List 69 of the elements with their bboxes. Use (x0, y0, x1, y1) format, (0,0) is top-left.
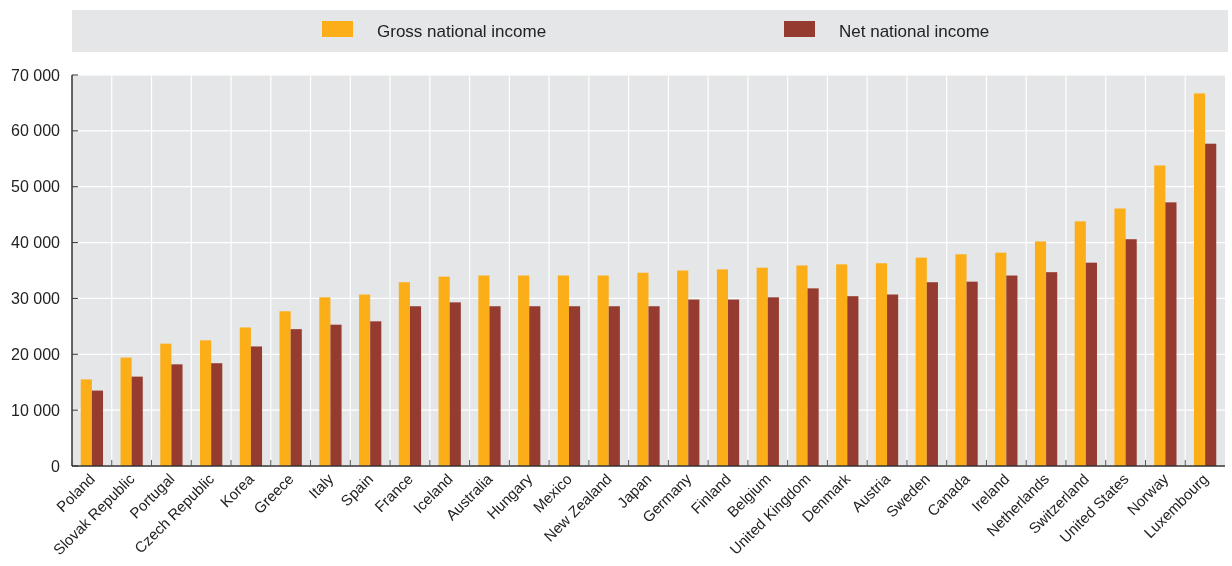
bar (716, 269, 729, 466)
bar (1085, 262, 1097, 466)
bar (836, 264, 848, 466)
bar (688, 299, 700, 466)
bar (409, 306, 422, 466)
bar (1154, 165, 1166, 466)
bar (597, 275, 609, 466)
bar (1006, 275, 1018, 466)
bar (887, 294, 899, 466)
bar (966, 281, 978, 466)
bar (489, 306, 501, 466)
bar (359, 294, 371, 466)
bar (1193, 93, 1206, 466)
bar (915, 257, 927, 466)
bar (200, 340, 212, 466)
y-tick-label: 60 000 (11, 122, 61, 140)
bar (1114, 208, 1126, 466)
bar (449, 302, 461, 466)
y-tick-label: 40 000 (11, 234, 61, 252)
bar (370, 321, 382, 466)
bar (1165, 202, 1177, 466)
x-tick-label: Italy (305, 469, 337, 502)
bar (807, 288, 819, 466)
bar (875, 263, 888, 466)
bar (438, 276, 450, 466)
bar (319, 297, 331, 466)
bar (279, 311, 291, 466)
bar (847, 296, 859, 466)
bar (330, 324, 342, 466)
bar (1046, 272, 1058, 466)
bar (80, 379, 92, 466)
y-tick-label: 70 000 (11, 66, 61, 84)
bar (160, 343, 172, 466)
bar (1074, 221, 1086, 466)
y-tick-label: 10 000 (11, 401, 61, 419)
bar (728, 299, 740, 466)
bar (518, 275, 530, 466)
bar (1034, 241, 1047, 466)
bar (756, 267, 768, 466)
y-tick-label: 30 000 (11, 290, 61, 308)
bar (648, 306, 660, 466)
bar (131, 376, 143, 466)
bar (637, 272, 649, 466)
bar (1205, 143, 1217, 466)
bar (1125, 239, 1137, 466)
bar (211, 363, 223, 466)
bar (677, 270, 689, 466)
bar (557, 275, 569, 466)
bar (239, 327, 251, 466)
bar (398, 282, 410, 466)
bar (478, 275, 490, 466)
bar (568, 306, 581, 466)
bar (608, 306, 620, 466)
bar (120, 357, 132, 466)
bar (796, 265, 808, 466)
bar (955, 254, 967, 466)
bar (767, 297, 779, 466)
bar (290, 329, 302, 466)
bar (995, 252, 1007, 466)
y-tick-label: 50 000 (11, 178, 61, 196)
y-tick-label: 0 (51, 457, 61, 475)
y-tick-label: 20 000 (11, 345, 61, 363)
legend-label: Gross national income (377, 22, 547, 41)
legend-label: Net national income (839, 22, 990, 41)
bar (250, 346, 263, 466)
bar (91, 390, 104, 466)
bar (529, 306, 541, 466)
bar (171, 364, 183, 466)
bar (926, 282, 938, 466)
